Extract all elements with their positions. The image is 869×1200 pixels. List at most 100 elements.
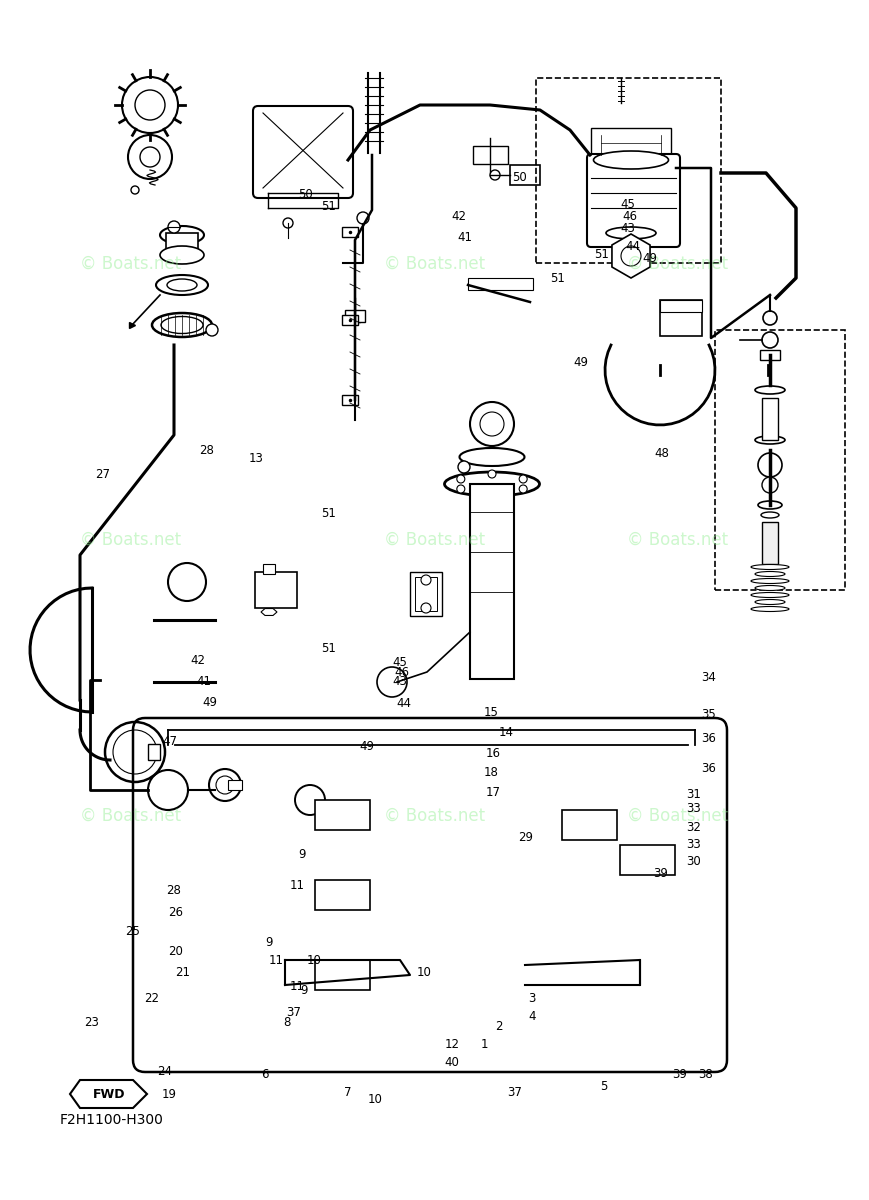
- Bar: [510, 164, 540, 185]
- Bar: [660, 300, 702, 312]
- Text: 45: 45: [392, 656, 408, 668]
- Ellipse shape: [751, 606, 789, 612]
- Ellipse shape: [755, 600, 785, 605]
- Text: 18: 18: [483, 767, 499, 779]
- Text: 9: 9: [299, 848, 306, 860]
- Text: 49: 49: [359, 740, 375, 752]
- Bar: [762, 522, 778, 564]
- Ellipse shape: [460, 448, 525, 466]
- Text: 1: 1: [481, 1038, 488, 1050]
- Text: 43: 43: [392, 676, 408, 688]
- Circle shape: [421, 575, 431, 584]
- Text: 14: 14: [498, 726, 514, 738]
- Circle shape: [206, 324, 218, 336]
- Ellipse shape: [755, 586, 785, 590]
- Bar: [473, 146, 508, 164]
- Text: 47: 47: [162, 736, 177, 748]
- Text: 41: 41: [457, 232, 473, 244]
- Circle shape: [122, 77, 178, 133]
- Bar: [315, 800, 370, 830]
- Circle shape: [140, 146, 160, 167]
- Circle shape: [135, 90, 165, 120]
- Bar: [660, 300, 702, 336]
- Bar: [536, 78, 721, 263]
- Text: 44: 44: [396, 697, 412, 709]
- Text: © Boats.net: © Boats.net: [627, 254, 728, 272]
- Text: 12: 12: [444, 1038, 460, 1050]
- Bar: [760, 350, 780, 360]
- Text: 50: 50: [513, 172, 527, 184]
- FancyBboxPatch shape: [587, 154, 680, 247]
- Text: 10: 10: [307, 954, 322, 966]
- Text: 51: 51: [594, 248, 609, 260]
- Text: 15: 15: [483, 707, 499, 719]
- Polygon shape: [261, 608, 277, 616]
- Text: 50: 50: [299, 188, 313, 200]
- Text: 2: 2: [495, 1020, 502, 1032]
- Text: 49: 49: [202, 696, 218, 708]
- Polygon shape: [70, 1080, 147, 1108]
- Text: 37: 37: [286, 1007, 302, 1019]
- Ellipse shape: [161, 317, 203, 334]
- Text: 42: 42: [190, 654, 206, 666]
- Ellipse shape: [751, 578, 789, 583]
- Ellipse shape: [594, 151, 668, 169]
- Text: 42: 42: [451, 210, 467, 222]
- Text: 5: 5: [600, 1080, 607, 1092]
- Bar: [715, 330, 845, 590]
- Text: 9: 9: [266, 936, 273, 948]
- Text: 13: 13: [249, 452, 264, 464]
- Circle shape: [519, 475, 527, 482]
- Text: 10: 10: [416, 966, 432, 978]
- Text: 25: 25: [124, 925, 140, 937]
- Text: © Boats.net: © Boats.net: [384, 806, 485, 826]
- Ellipse shape: [755, 386, 785, 394]
- Circle shape: [458, 461, 470, 473]
- Text: 10: 10: [368, 1093, 383, 1105]
- Circle shape: [480, 412, 504, 436]
- Text: 40: 40: [444, 1056, 460, 1068]
- Bar: [315, 960, 370, 990]
- Text: 45: 45: [620, 198, 635, 210]
- Circle shape: [357, 212, 369, 224]
- Circle shape: [148, 770, 188, 810]
- Text: FWD: FWD: [93, 1087, 125, 1100]
- Ellipse shape: [755, 571, 785, 576]
- Text: 51: 51: [321, 200, 336, 212]
- Text: 11: 11: [289, 880, 305, 892]
- Circle shape: [763, 311, 777, 325]
- Text: F2H1100-H300: F2H1100-H300: [60, 1114, 164, 1127]
- Circle shape: [168, 221, 180, 233]
- Text: 19: 19: [162, 1088, 177, 1100]
- Text: 30: 30: [687, 856, 700, 868]
- Text: 21: 21: [175, 966, 190, 978]
- Text: 46: 46: [622, 210, 638, 222]
- Circle shape: [457, 475, 465, 482]
- Text: © Boats.net: © Boats.net: [384, 530, 485, 550]
- Ellipse shape: [755, 436, 785, 444]
- Ellipse shape: [152, 313, 212, 337]
- Text: © Boats.net: © Boats.net: [384, 254, 485, 272]
- Bar: [342, 395, 358, 404]
- Text: © Boats.net: © Boats.net: [80, 254, 181, 272]
- Bar: [228, 780, 242, 790]
- Text: 7: 7: [344, 1086, 351, 1098]
- Text: 23: 23: [83, 1016, 99, 1028]
- Ellipse shape: [758, 502, 782, 509]
- Polygon shape: [612, 234, 650, 278]
- Text: 36: 36: [700, 762, 716, 774]
- Bar: [255, 572, 297, 608]
- Text: 34: 34: [700, 672, 716, 684]
- Text: 44: 44: [625, 240, 640, 252]
- Ellipse shape: [751, 593, 789, 598]
- Ellipse shape: [751, 564, 789, 570]
- Bar: [562, 810, 617, 840]
- Circle shape: [758, 452, 782, 476]
- Text: 33: 33: [687, 839, 700, 851]
- Text: 51: 51: [321, 642, 336, 654]
- FancyBboxPatch shape: [253, 106, 353, 198]
- Bar: [468, 278, 533, 290]
- Text: 26: 26: [168, 906, 183, 918]
- Circle shape: [762, 476, 778, 493]
- Text: 29: 29: [518, 832, 534, 844]
